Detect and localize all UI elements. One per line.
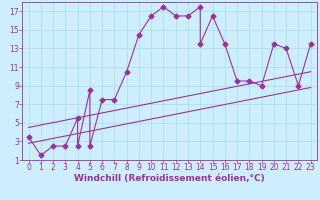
X-axis label: Windchill (Refroidissement éolien,°C): Windchill (Refroidissement éolien,°C) <box>74 174 265 183</box>
